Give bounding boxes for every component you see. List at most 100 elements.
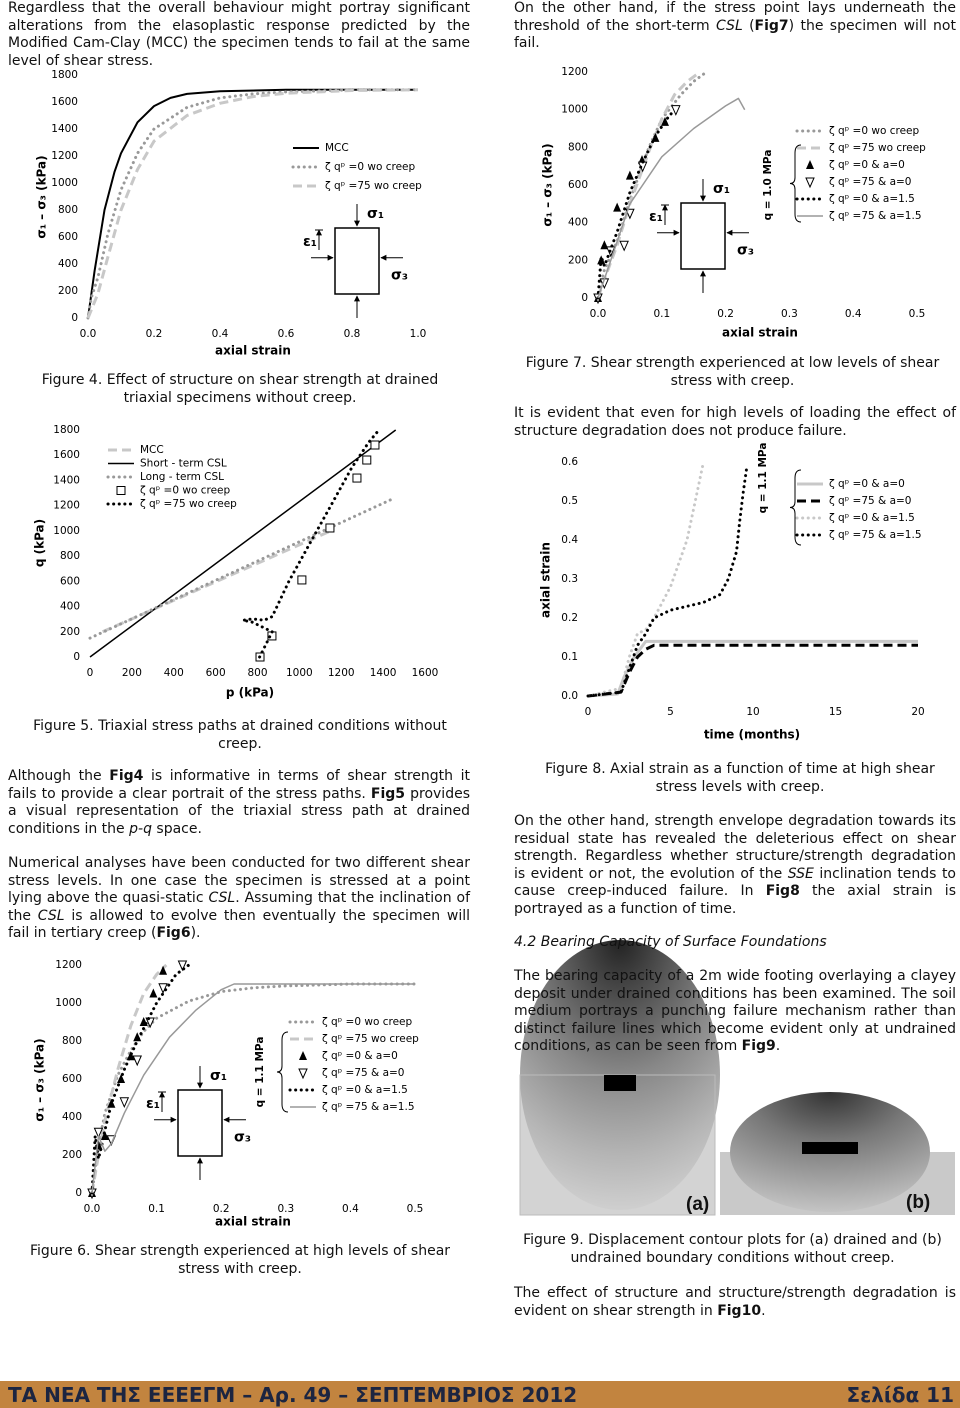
x-tick-label: 0.0 xyxy=(590,308,607,320)
text-run: ) the specimen will not fail. xyxy=(514,17,956,52)
specimen-icon: σ₁ σ₃ ε₁ xyxy=(146,1066,251,1180)
y-tick-label: 1200 xyxy=(53,500,80,512)
caption: Figure 8. Axial strain as a function of … xyxy=(545,761,935,795)
x-axis-label: axial strain xyxy=(215,1215,291,1229)
series-line xyxy=(586,468,748,698)
paragraph: Regardless that the overall behaviour mi… xyxy=(8,0,470,70)
x-tick-label: 0.1 xyxy=(148,1203,165,1215)
footer: ΤΑ ΝΕΑ ΤΗΣ ΕΕΕΕΓΜ – Αρ. 49 – ΣΕΠΤΕΜΒΡΙΟΣ… xyxy=(0,1381,960,1408)
y-tick-label: 0.4 xyxy=(561,534,578,546)
y-tick-label: 200 xyxy=(60,626,80,638)
text-run: Although the xyxy=(8,768,110,784)
x-tick-label: 0.4 xyxy=(342,1203,359,1215)
annotation: q = 1.1 MPa xyxy=(757,443,769,514)
text-run: The bearing capacity of a 2m wide footin… xyxy=(514,968,956,1055)
caption: Figure 6. Shear strength experienced at … xyxy=(29,1243,451,1277)
x-tick-label: 10 xyxy=(746,706,759,718)
legend-marker xyxy=(805,177,815,189)
brace xyxy=(276,1031,289,1113)
x-tick-label: 0.1 xyxy=(653,308,670,320)
x-tick-label: 800 xyxy=(247,667,267,679)
paragraph: The bearing capacity of a 2m wide footin… xyxy=(514,968,956,1056)
paragraph: On the other hand, strength envelope deg… xyxy=(514,813,956,919)
legend-label: ζ qᵖ =75 & a=1.5 xyxy=(322,1101,415,1113)
y-tick-label: 1400 xyxy=(53,474,80,486)
y-tick-label: 1200 xyxy=(51,150,78,162)
legend-marker xyxy=(299,1051,307,1060)
annotation: ε₁ xyxy=(649,209,663,225)
legend-marker xyxy=(806,160,814,169)
y-tick-label: 1200 xyxy=(55,959,82,971)
figure9-a xyxy=(519,940,720,1216)
legend-label: ζ qᵖ =0 wo creep xyxy=(325,161,415,173)
data-point xyxy=(297,575,307,585)
text-run: It is evident that even for high levels … xyxy=(514,405,956,439)
data-point xyxy=(619,240,629,252)
x-axis-label: axial strain xyxy=(722,326,798,340)
annotation: q = 1.1 MPa xyxy=(254,1037,266,1108)
chart: 0 200 400 600 800 1000 1200 0.0 0.1 0.2 0.3 0.4 0.5 a… xyxy=(33,959,424,1229)
text-run: Fig5 xyxy=(370,785,406,802)
y-tick-label: 400 xyxy=(62,1111,82,1123)
y-tick-label: 1600 xyxy=(51,96,78,108)
y-tick-label: 1600 xyxy=(53,449,80,461)
text-run: space. xyxy=(151,820,202,837)
y-tick-label: 400 xyxy=(60,601,80,613)
annotation: ε₁ xyxy=(146,1096,160,1112)
series-line xyxy=(597,97,746,299)
annotation: σ₃ xyxy=(391,268,408,284)
legend-label: ζ qᵖ =0 & a=1.5 xyxy=(829,193,915,205)
y-tick-label: 0.2 xyxy=(561,612,578,624)
y-tick-label: 1000 xyxy=(561,104,588,116)
x-tick-label: 0.5 xyxy=(407,1203,424,1215)
y-axis-label: σ₁ – σ₃ (kPa) xyxy=(541,143,555,226)
y-tick-label: 0.0 xyxy=(561,690,578,702)
legend-marker xyxy=(116,486,126,495)
y-axis-label: axial strain xyxy=(539,542,553,618)
data-point xyxy=(93,1127,104,1139)
text-run: is allowed to evolve then eventually the… xyxy=(8,907,470,942)
x-tick-label: 1600 xyxy=(412,667,439,679)
annotation: σ₁ xyxy=(713,181,730,197)
caption: Figure 4. Effect of structure on shear s… xyxy=(41,372,439,406)
x-tick-label: 15 xyxy=(829,706,842,718)
series-line xyxy=(86,88,420,320)
footer-page: Σελίδα 11 xyxy=(846,1383,954,1407)
y-tick-label: 600 xyxy=(60,575,80,587)
series-line xyxy=(90,982,417,1195)
caption: Figure 5. Triaxial stress paths at drain… xyxy=(33,718,447,752)
y-tick-label: 600 xyxy=(62,1073,82,1085)
text-run: Fig10 xyxy=(717,1302,762,1319)
series-line xyxy=(596,108,677,300)
plot-area xyxy=(86,88,420,320)
plot-area xyxy=(593,70,746,305)
specimen-icon: σ₁ σ₃ ε₁ xyxy=(649,179,754,293)
caption: Figure 7. Shear strength experienced at … xyxy=(525,355,940,389)
data-point xyxy=(325,523,335,533)
legend-label: ζ qᵖ =75 & a=0 xyxy=(829,176,911,188)
x-axis-label: axial strain xyxy=(215,344,291,358)
y-tick-label: 200 xyxy=(58,285,78,297)
x-tick-label: 0.2 xyxy=(146,328,163,340)
x-axis-label: time (months) xyxy=(704,728,800,742)
legend-label: ζ qᵖ =75 wo creep xyxy=(322,1033,419,1045)
text-run: Regardless that the overall behaviour mi… xyxy=(8,0,470,69)
plot-area xyxy=(87,960,417,1200)
annotation: σ₃ xyxy=(737,243,754,259)
specimen xyxy=(680,202,726,270)
text-run: the axial strain is portrayed as a funct… xyxy=(514,883,956,917)
brace xyxy=(789,469,802,546)
text-run: CSL xyxy=(37,907,65,924)
x-tick-label: 0.3 xyxy=(781,308,798,320)
x-tick-label: 200 xyxy=(122,667,142,679)
legend-label: ζ qᵖ =0 & a=0 xyxy=(829,478,905,490)
data-point xyxy=(370,440,380,450)
y-tick-label: 800 xyxy=(568,141,588,153)
series-line xyxy=(586,460,705,698)
data-point xyxy=(107,1098,116,1108)
data-point xyxy=(149,988,158,998)
legend-label: ζ qᵖ =0 wo creep xyxy=(829,125,919,137)
x-tick-label: 600 xyxy=(206,667,226,679)
